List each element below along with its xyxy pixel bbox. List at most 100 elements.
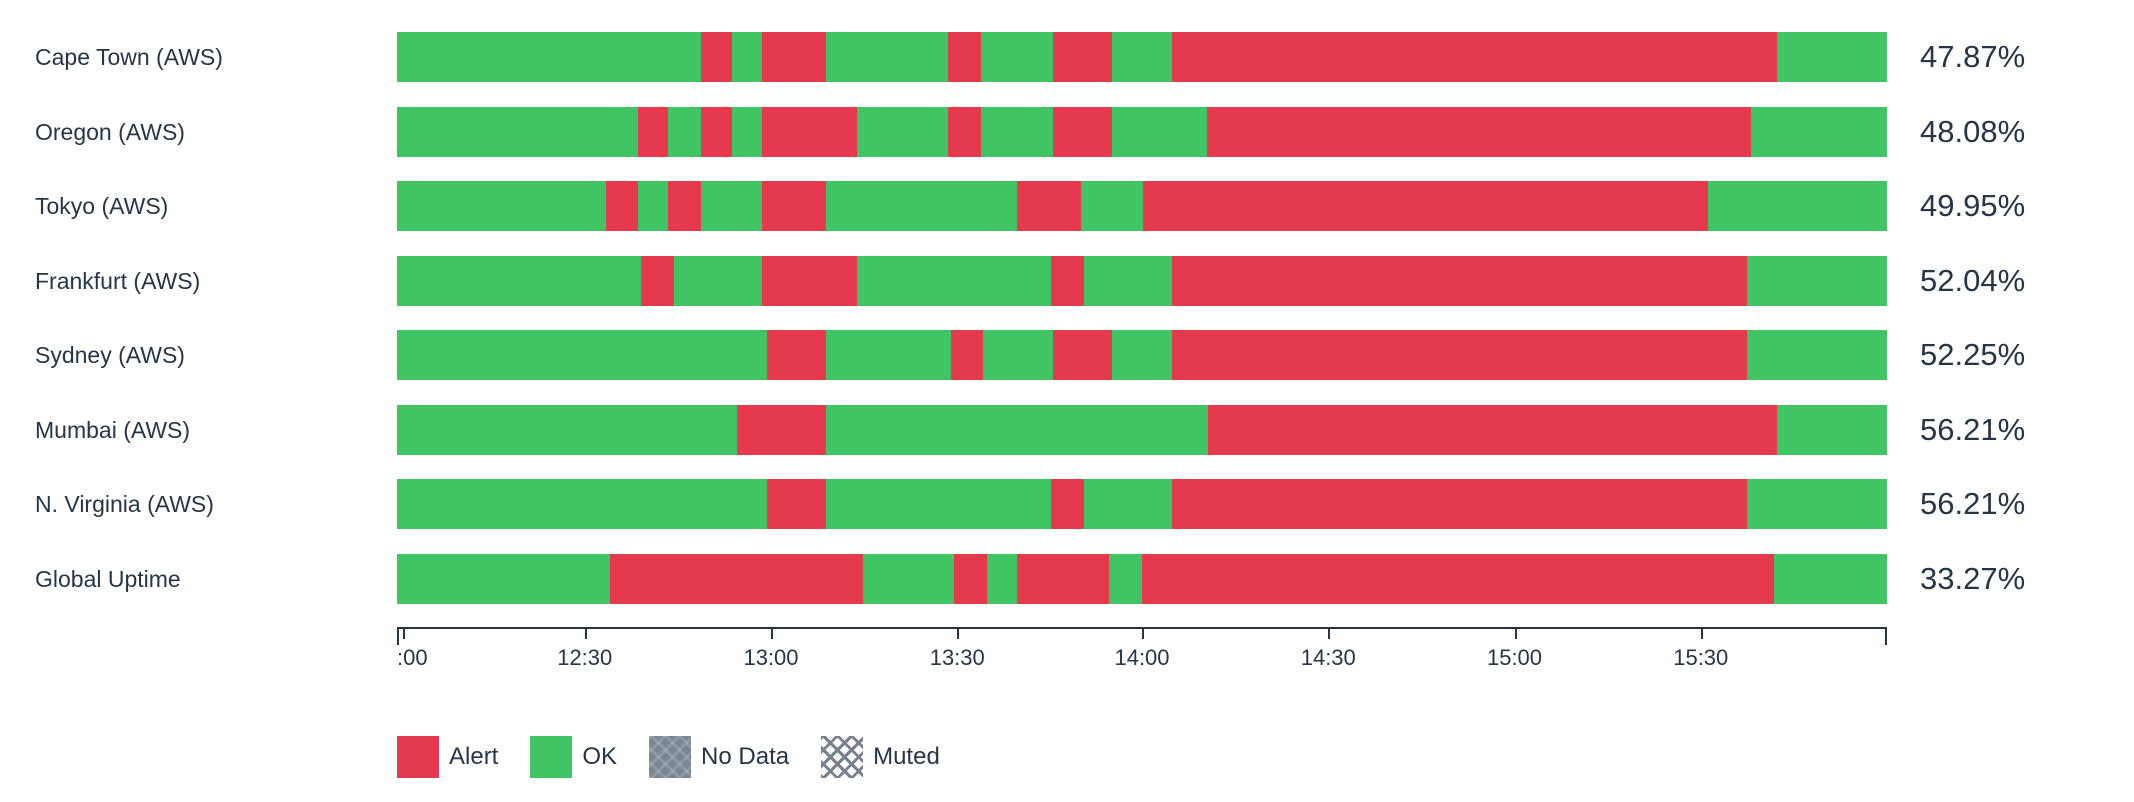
status-row: Tokyo (AWS) 49.95%	[0, 181, 2025, 231]
bar-segment-ok[interactable]	[826, 32, 949, 82]
bar-segment-ok[interactable]	[1109, 553, 1142, 604]
bar-segment-ok[interactable]	[700, 181, 762, 231]
status-bar[interactable]	[397, 32, 1887, 82]
bar-segment-alert[interactable]	[641, 255, 675, 306]
bar-segment-alert[interactable]	[736, 404, 827, 455]
bar-segment-ok[interactable]	[668, 106, 701, 157]
bar-segment-ok[interactable]	[397, 106, 639, 157]
axis-tick	[584, 629, 587, 639]
bar-segment-alert[interactable]	[1051, 479, 1084, 529]
bar-segment-ok[interactable]	[674, 255, 763, 306]
legend-item-nodata[interactable]: No Data	[649, 736, 789, 778]
bar-segment-alert[interactable]	[762, 106, 858, 157]
legend-item-alert[interactable]: Alert	[397, 736, 498, 778]
bar-segment-alert[interactable]	[1052, 106, 1113, 157]
bar-segment-alert[interactable]	[1143, 181, 1709, 231]
bar-segment-ok[interactable]	[732, 106, 763, 157]
row-label: Mumbai (AWS)	[35, 416, 191, 443]
legend-item-muted[interactable]: Muted	[821, 736, 940, 778]
row-label: Tokyo (AWS)	[35, 193, 169, 219]
legend-label: Muted	[873, 743, 940, 770]
status-bar[interactable]	[397, 255, 1887, 306]
bar-segment-alert[interactable]	[610, 553, 864, 604]
status-bar[interactable]	[397, 106, 1887, 157]
status-bar[interactable]	[397, 553, 1887, 604]
bar-segment-alert[interactable]	[1171, 32, 1777, 82]
bar-segment-alert[interactable]	[766, 330, 827, 380]
bar-segment-ok[interactable]	[397, 255, 642, 306]
row-label: Oregon (AWS)	[35, 118, 185, 145]
bar-segment-alert[interactable]	[1016, 181, 1081, 231]
status-rows: Cape Town (AWS) 47.87% Oregon (AWS) 48.0…	[0, 32, 2025, 628]
status-bar[interactable]	[397, 404, 1887, 455]
bar-segment-ok[interactable]	[982, 330, 1053, 380]
axis-tick-label: 12:30	[557, 645, 613, 670]
bar-segment-alert[interactable]	[948, 106, 982, 157]
bar-segment-ok[interactable]	[1746, 330, 1887, 380]
axis-tick-label: 14:30	[1300, 645, 1356, 670]
bar-segment-alert[interactable]	[766, 479, 827, 529]
bar-segment-alert[interactable]	[1016, 553, 1110, 604]
uptime-value: 56.21%	[1920, 411, 2026, 447]
bar-segment-alert[interactable]	[605, 181, 639, 231]
uptime-value: 33.27%	[1920, 560, 2026, 596]
bar-segment-ok[interactable]	[638, 181, 669, 231]
bar-segment-ok[interactable]	[397, 32, 701, 82]
bar-segment-alert[interactable]	[1207, 106, 1752, 157]
bar-segment-ok[interactable]	[981, 32, 1053, 82]
bar-segment-ok[interactable]	[981, 106, 1053, 157]
bar-segment-ok[interactable]	[1751, 106, 1887, 157]
bar-segment-ok[interactable]	[1746, 479, 1887, 529]
bar-segment-alert[interactable]	[668, 181, 701, 231]
bar-segment-ok[interactable]	[826, 404, 1208, 455]
bar-segment-alert[interactable]	[1171, 479, 1747, 529]
bar-segment-ok[interactable]	[1112, 106, 1208, 157]
bar-segment-ok[interactable]	[1083, 255, 1172, 306]
status-row: Cape Town (AWS) 47.87%	[0, 32, 2025, 82]
bar-segment-ok[interactable]	[397, 553, 611, 604]
bar-segment-ok[interactable]	[1776, 404, 1887, 455]
bar-segment-alert[interactable]	[762, 255, 858, 306]
bar-segment-ok[interactable]	[857, 255, 1052, 306]
bar-segment-alert[interactable]	[1207, 404, 1777, 455]
status-bar[interactable]	[397, 330, 1887, 380]
bar-segment-ok[interactable]	[397, 181, 606, 231]
bar-segment-ok[interactable]	[826, 479, 1052, 529]
legend-item-ok[interactable]: OK	[530, 736, 617, 778]
bar-segment-alert[interactable]	[1171, 330, 1747, 380]
bar-segment-ok[interactable]	[857, 106, 949, 157]
bar-segment-alert[interactable]	[1051, 255, 1084, 306]
bar-segment-ok[interactable]	[1083, 479, 1172, 529]
bar-segment-alert[interactable]	[762, 181, 827, 231]
bar-segment-alert[interactable]	[762, 32, 827, 82]
axis-tick-label: 14:00	[1114, 645, 1170, 670]
bar-segment-alert[interactable]	[1052, 32, 1113, 82]
bar-segment-alert[interactable]	[1052, 330, 1113, 380]
bar-segment-ok[interactable]	[1776, 32, 1887, 82]
bar-segment-ok[interactable]	[1746, 255, 1887, 306]
bar-segment-alert[interactable]	[1171, 255, 1747, 306]
bar-segment-ok[interactable]	[826, 330, 952, 380]
bar-segment-ok[interactable]	[397, 404, 737, 455]
status-bar[interactable]	[397, 181, 1887, 231]
bar-segment-alert[interactable]	[638, 106, 669, 157]
bar-segment-ok[interactable]	[1080, 181, 1144, 231]
bar-segment-ok[interactable]	[397, 479, 767, 529]
bar-segment-ok[interactable]	[1708, 181, 1887, 231]
bar-segment-ok[interactable]	[826, 181, 1017, 231]
row-label: Cape Town (AWS)	[35, 44, 223, 70]
bar-segment-alert[interactable]	[951, 330, 983, 380]
status-bar[interactable]	[397, 479, 1887, 529]
bar-segment-ok[interactable]	[863, 553, 955, 604]
bar-segment-ok[interactable]	[987, 553, 1017, 604]
bar-segment-ok[interactable]	[397, 330, 767, 380]
bar-segment-alert[interactable]	[1141, 553, 1774, 604]
bar-segment-ok[interactable]	[732, 32, 763, 82]
bar-segment-ok[interactable]	[1112, 330, 1172, 380]
bar-segment-alert[interactable]	[948, 32, 982, 82]
bar-segment-alert[interactable]	[700, 106, 733, 157]
bar-segment-ok[interactable]	[1773, 553, 1887, 604]
bar-segment-alert[interactable]	[954, 553, 987, 604]
bar-segment-alert[interactable]	[700, 32, 733, 82]
bar-segment-ok[interactable]	[1112, 32, 1172, 82]
